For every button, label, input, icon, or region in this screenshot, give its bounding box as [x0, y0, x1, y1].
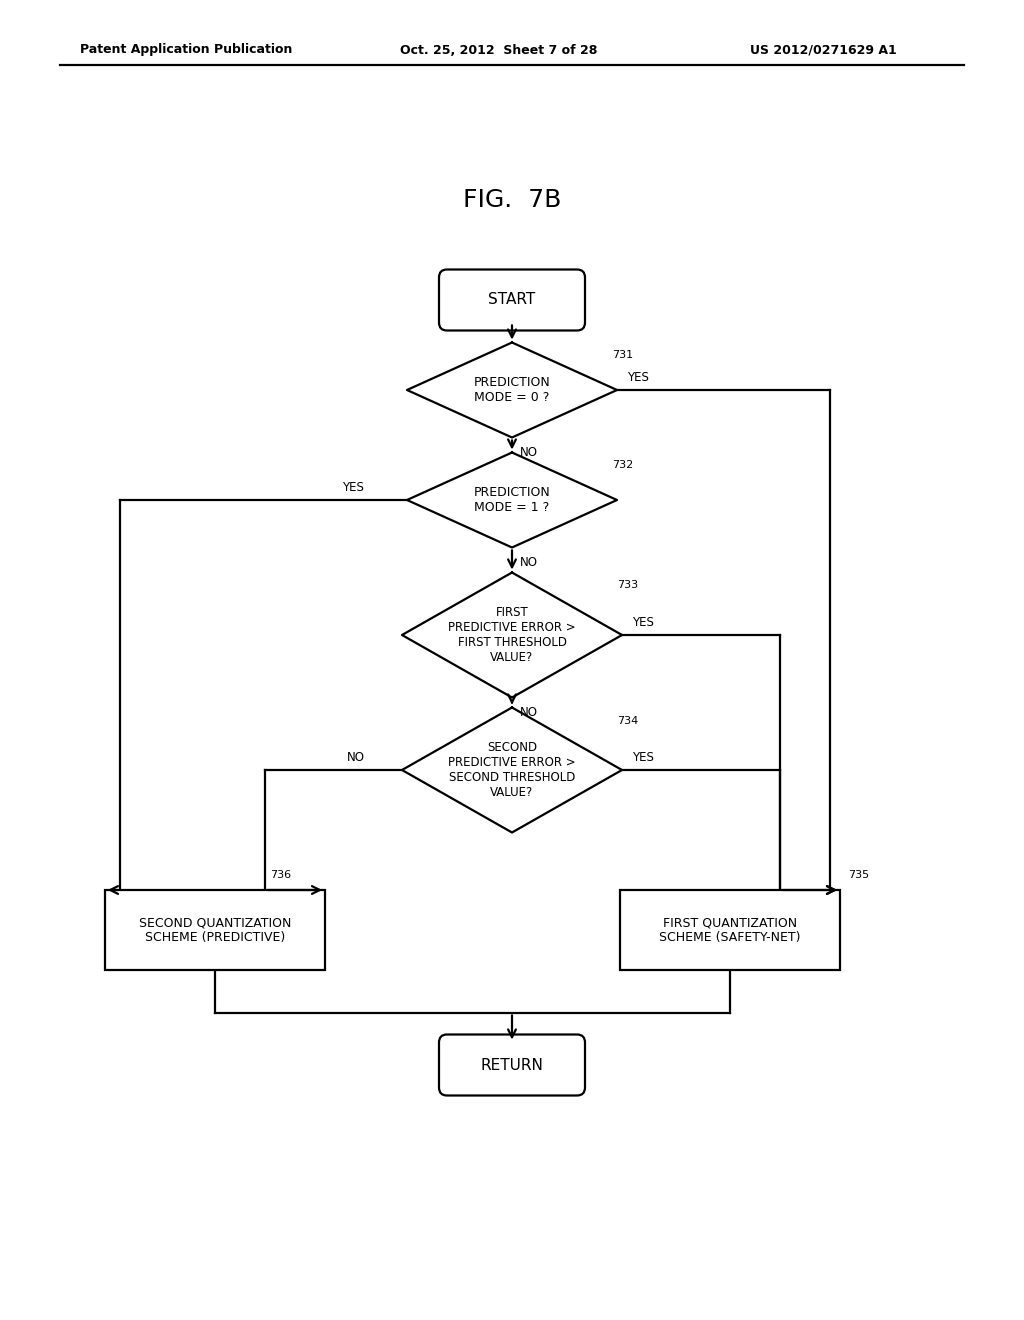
- Text: 731: 731: [612, 351, 633, 360]
- Text: PREDICTION
MODE = 0 ?: PREDICTION MODE = 0 ?: [474, 376, 550, 404]
- Text: YES: YES: [632, 616, 654, 630]
- Text: RETURN: RETURN: [480, 1057, 544, 1072]
- Text: SECOND QUANTIZATION
SCHEME (PREDICTIVE): SECOND QUANTIZATION SCHEME (PREDICTIVE): [139, 916, 291, 944]
- Text: 734: 734: [617, 715, 638, 726]
- Text: SECOND
PREDICTIVE ERROR >
SECOND THRESHOLD
VALUE?: SECOND PREDICTIVE ERROR > SECOND THRESHO…: [449, 741, 575, 799]
- Text: NO: NO: [520, 705, 538, 718]
- Text: Patent Application Publication: Patent Application Publication: [80, 44, 293, 57]
- Text: NO: NO: [520, 556, 538, 569]
- Text: NO: NO: [347, 751, 365, 764]
- Text: FIG.  7B: FIG. 7B: [463, 187, 561, 213]
- Text: START: START: [488, 293, 536, 308]
- Text: YES: YES: [627, 371, 649, 384]
- Text: NO: NO: [520, 446, 538, 458]
- Text: FIRST
PREDICTIVE ERROR >
FIRST THRESHOLD
VALUE?: FIRST PREDICTIVE ERROR > FIRST THRESHOLD…: [449, 606, 575, 664]
- Text: US 2012/0271629 A1: US 2012/0271629 A1: [750, 44, 897, 57]
- Text: Oct. 25, 2012  Sheet 7 of 28: Oct. 25, 2012 Sheet 7 of 28: [400, 44, 597, 57]
- Text: FIRST QUANTIZATION
SCHEME (SAFETY-NET): FIRST QUANTIZATION SCHEME (SAFETY-NET): [659, 916, 801, 944]
- Bar: [620, 890, 840, 970]
- Text: 735: 735: [848, 870, 869, 880]
- Text: PREDICTION
MODE = 1 ?: PREDICTION MODE = 1 ?: [474, 486, 550, 513]
- Bar: [105, 890, 325, 970]
- Text: YES: YES: [342, 480, 364, 494]
- FancyBboxPatch shape: [439, 1035, 585, 1096]
- Text: 733: 733: [617, 581, 638, 590]
- FancyBboxPatch shape: [439, 269, 585, 330]
- Text: YES: YES: [632, 751, 654, 764]
- Text: 736: 736: [270, 870, 291, 880]
- Text: 732: 732: [612, 461, 633, 470]
